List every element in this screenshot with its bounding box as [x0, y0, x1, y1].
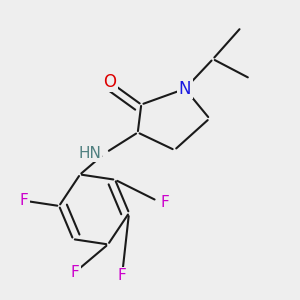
Text: F: F: [70, 265, 79, 280]
Text: O: O: [103, 73, 116, 91]
Text: N: N: [179, 80, 191, 98]
Text: HN: HN: [78, 146, 101, 161]
Text: F: F: [160, 195, 169, 210]
Text: F: F: [118, 268, 126, 284]
Text: F: F: [20, 193, 28, 208]
